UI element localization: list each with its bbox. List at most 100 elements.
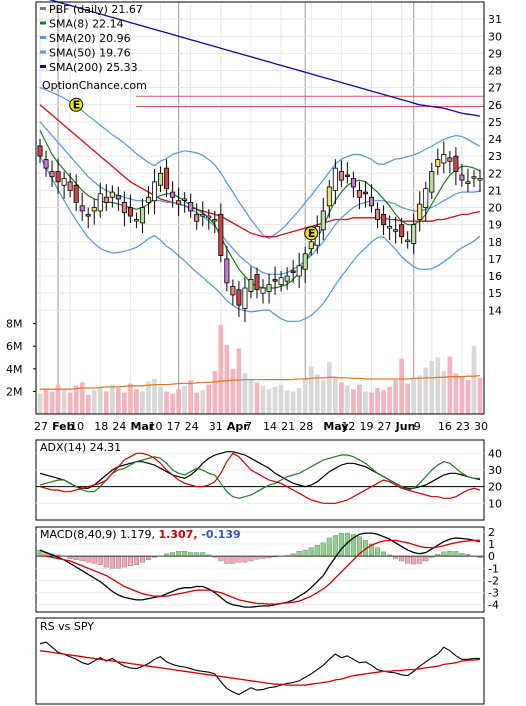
- price-y-tick-label: 22: [488, 167, 502, 180]
- candle-body: [441, 154, 447, 164]
- volume-bar: [49, 391, 55, 414]
- price-panel-frame: [35, 1, 485, 415]
- volume-bar: [357, 384, 362, 414]
- candle-body: [375, 208, 381, 220]
- candle-body: [266, 284, 272, 292]
- volume-bar: [140, 391, 145, 414]
- volume-bar: [176, 389, 181, 414]
- candle-body: [170, 191, 176, 198]
- volume-y-tick-label: 8M: [6, 318, 23, 331]
- candle-body: [417, 203, 423, 220]
- macd-histogram-bar: [320, 542, 326, 557]
- x-axis-tick-label: 18: [94, 420, 108, 433]
- volume-bar: [363, 391, 368, 414]
- candle-body: [411, 224, 417, 244]
- volume-bar: [375, 388, 380, 414]
- volume-bar: [146, 381, 151, 414]
- sma50-line: [39, 104, 481, 238]
- volume-bar: [43, 389, 49, 414]
- macd-histogram-bar: [248, 555, 254, 562]
- candle-body: [218, 213, 224, 256]
- volume-bar: [411, 377, 417, 414]
- macd-line: [39, 532, 481, 608]
- volume-y-tick-label: 2M: [6, 385, 23, 398]
- candle-body: [139, 207, 145, 224]
- candle-body: [61, 178, 67, 186]
- price-y-tick-label: 19: [488, 219, 502, 232]
- volume-bar: [332, 377, 338, 414]
- macd-histogram-bar: [242, 555, 248, 563]
- volume-bar: [423, 367, 429, 414]
- x-axis-tick-label: May: [323, 420, 348, 433]
- macd-histogram-bar: [115, 555, 121, 569]
- volume-bar: [134, 389, 139, 414]
- rs-panel-label: RS vs SPY: [40, 620, 94, 633]
- candle-body: [182, 198, 188, 201]
- adx-y-tick-label: 30: [488, 464, 502, 477]
- macd-panel-label: MACD(8,40,9) 1.179, 1.307, -0.139: [40, 528, 241, 541]
- price-y-tick-label: 15: [488, 287, 502, 300]
- volume-bar: [308, 366, 314, 414]
- volume-bar: [248, 380, 254, 414]
- x-axis-tick-label: Feb: [52, 420, 75, 433]
- volume-bar: [441, 371, 447, 414]
- candle-body: [453, 155, 459, 172]
- x-axis-tick-label: 27: [378, 420, 392, 433]
- candle-body: [356, 190, 362, 198]
- volume-bar: [224, 345, 230, 414]
- candle-body: [387, 225, 393, 229]
- macd-histogram-bar: [236, 555, 242, 563]
- macd-histogram-bar: [145, 555, 151, 560]
- volume-bar: [471, 346, 477, 414]
- macd-histogram-bar: [79, 555, 85, 562]
- price-y-tick-label: 28: [488, 65, 502, 78]
- volume-bar: [73, 385, 79, 414]
- candle-body: [145, 196, 152, 203]
- volume-bar: [296, 388, 302, 414]
- macd-histogram-bar: [176, 551, 182, 557]
- price-y-tick-label: 14: [488, 304, 502, 317]
- volume-bar: [459, 376, 465, 414]
- candle-body: [477, 178, 483, 181]
- macd-histogram-bar: [73, 555, 79, 560]
- candle-body: [368, 196, 375, 207]
- volume-bar: [465, 380, 471, 414]
- volume-bar: [188, 380, 194, 414]
- upper-band-line: [39, 87, 481, 240]
- x-axis-tick-label: 14: [263, 420, 277, 433]
- macd-y-tick-label: 0: [488, 550, 495, 563]
- volume-bar: [320, 380, 326, 414]
- candle-body: [200, 213, 206, 217]
- candle-body: [302, 253, 308, 270]
- legend-label: SMA(50) 19.76: [49, 47, 131, 60]
- volume-bar: [194, 392, 200, 414]
- rs-line: [39, 641, 480, 696]
- candle-body: [344, 174, 350, 177]
- macd-histogram-bar: [139, 555, 145, 563]
- candle-body: [37, 145, 43, 157]
- legend-swatch: [40, 65, 46, 68]
- legend-swatch: [40, 7, 46, 10]
- macd-histogram-bar: [182, 551, 188, 557]
- x-axis-tick-label: 16: [438, 420, 452, 433]
- price-y-tick-label: 23: [488, 150, 502, 163]
- macd-histogram-bar: [224, 555, 230, 564]
- volume-bar: [345, 385, 350, 414]
- x-axis-tick-label: 9: [414, 420, 421, 433]
- macd-histogram-bar: [381, 551, 387, 557]
- volume-bar: [103, 391, 109, 414]
- candle-body: [248, 279, 254, 292]
- x-axis-tick-label: 12: [341, 420, 355, 433]
- macd-histogram-bar: [453, 551, 459, 557]
- candle-body: [194, 213, 200, 222]
- volume-bar: [369, 392, 374, 414]
- macd-histogram-bar: [296, 551, 302, 557]
- macd-histogram-bar: [194, 552, 200, 557]
- volume-bar: [212, 371, 218, 414]
- volume-bar: [79, 382, 85, 414]
- legend-swatch: [40, 50, 46, 54]
- volume-bar: [61, 390, 67, 414]
- volume-bar: [387, 386, 392, 414]
- volume-bar: [272, 386, 278, 414]
